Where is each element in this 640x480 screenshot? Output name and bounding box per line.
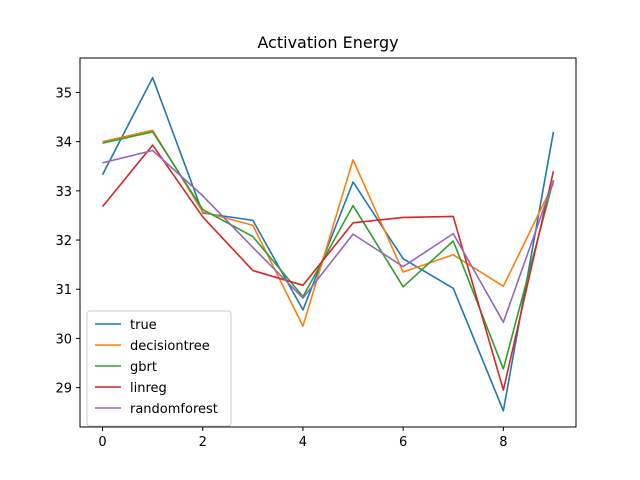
x-tick-label: 4 bbox=[299, 435, 307, 450]
x-tick-label: 8 bbox=[499, 435, 507, 450]
x-tick-label: 6 bbox=[399, 435, 407, 450]
legend-label-true: true bbox=[130, 318, 157, 333]
y-tick-label: 31 bbox=[55, 283, 72, 298]
y-tick-label: 35 bbox=[55, 86, 72, 101]
series-line-linreg bbox=[101, 144, 555, 391]
y-tick-label: 34 bbox=[55, 136, 72, 151]
x-tick-label: 0 bbox=[98, 435, 106, 450]
series-line-randomforest bbox=[102, 149, 555, 324]
chart-title: Activation Energy bbox=[257, 33, 398, 52]
series-line-true bbox=[101, 76, 555, 412]
y-tick-label: 29 bbox=[55, 382, 72, 397]
legend: true decisiontree gbrt linreg randomforest bbox=[86, 310, 232, 427]
legend-label-decisiontree: decisiontree bbox=[130, 339, 210, 354]
plot-frame bbox=[79, 57, 577, 428]
y-tick-label: 32 bbox=[55, 234, 72, 249]
series-layer bbox=[101, 76, 555, 412]
legend-label-linreg: linreg bbox=[130, 381, 167, 396]
legend-label-gbrt: gbrt bbox=[130, 360, 157, 375]
axes-layer: 0 2 4 6 8 29 30 31 32 33 34 35 bbox=[55, 86, 507, 450]
x-tick-label: 2 bbox=[199, 435, 207, 450]
y-tick-label: 33 bbox=[55, 185, 72, 200]
legend-label-randomforest: randomforest bbox=[130, 402, 218, 417]
legend-box bbox=[86, 310, 232, 427]
y-tick-label: 30 bbox=[55, 332, 72, 347]
